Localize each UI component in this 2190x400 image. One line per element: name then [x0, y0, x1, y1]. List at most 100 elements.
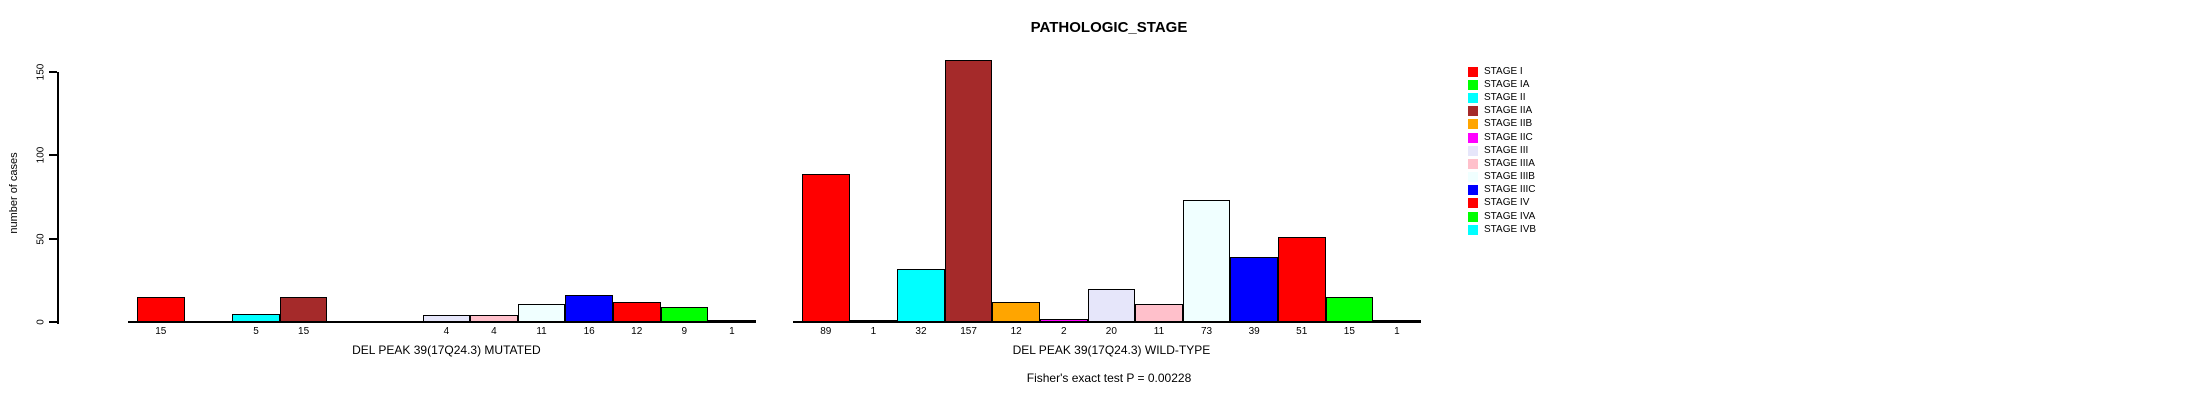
y-tick-mark [49, 237, 57, 240]
bar-count-label: 1 [1394, 326, 1400, 337]
legend-label: STAGE IIC [1484, 131, 1533, 143]
bar-slot [1135, 72, 1183, 322]
y-tick-label: 150 [35, 63, 47, 81]
bar-count-label: 15 [1343, 326, 1355, 337]
bar-stage-iv [1277, 237, 1326, 322]
bar-count-label: 12 [1010, 326, 1022, 337]
bar-count-label: 12 [631, 326, 643, 337]
bar-count-label [185, 326, 233, 338]
legend-item: STAGE I [1468, 65, 1536, 78]
legend-label: STAGE IIIA [1484, 157, 1535, 169]
bar-stage-iiic [565, 295, 613, 322]
x-axis-baseline [128, 321, 756, 323]
y-axis-line [57, 72, 59, 324]
legend-item: STAGE IIB [1468, 118, 1536, 131]
bar-slot [565, 72, 613, 322]
bar-slot [849, 72, 898, 322]
bar-group [802, 60, 1421, 322]
bar-slot [802, 72, 850, 322]
y-tick-label: 50 [35, 233, 47, 245]
bar-count-label: 4 [491, 326, 497, 337]
legend-color-swatch [1468, 66, 1478, 77]
bar-count-label: 15 [298, 326, 310, 337]
bar-count-label: 89 [820, 326, 832, 337]
legend-label: STAGE IA [1484, 78, 1530, 90]
legend-item: STAGE IIC [1468, 131, 1536, 144]
bar-stage-iv [612, 302, 661, 322]
bar-count-label: 157 [960, 326, 977, 337]
bar-count-label: 20 [1105, 326, 1117, 337]
x-axis-baseline [793, 321, 1421, 323]
y-tick-label: 0 [35, 319, 47, 325]
bar-stage-iiib [1182, 200, 1231, 322]
bar-group [137, 72, 756, 322]
legend-label: STAGE I [1484, 65, 1523, 77]
bar-count-label [375, 326, 423, 338]
legend-label: STAGE IV [1484, 197, 1530, 209]
bar-stage-iic [1039, 319, 1088, 322]
bar-stage-iia [279, 297, 328, 322]
legend-label: STAGE IIIB [1484, 171, 1535, 183]
legend-item: STAGE IIIA [1468, 157, 1536, 170]
y-axis-label: number of cases [8, 152, 20, 234]
legend-item: STAGE IA [1468, 78, 1536, 91]
bar-slot [1277, 72, 1326, 322]
bar-stage-iii [422, 315, 471, 322]
legend-color-swatch [1468, 132, 1478, 143]
legend-label: STAGE IVB [1484, 223, 1537, 235]
legend-item: STAGE II [1468, 91, 1536, 104]
bar-slot [992, 72, 1040, 322]
x-axis-group-label: DEL PEAK 39(17Q24.3) WILD-TYPE [1012, 343, 1211, 357]
legend-color-swatch [1468, 106, 1478, 117]
bar-slot [185, 72, 233, 322]
bar-count-label: 1 [870, 326, 877, 337]
bar-stage-iii [1087, 289, 1136, 322]
legend-color-swatch [1468, 224, 1478, 235]
bar-stage-i [137, 297, 185, 322]
legend-label: STAGE IIA [1484, 105, 1533, 117]
bar-slot [612, 72, 661, 322]
bar-count-label: 2 [1060, 326, 1067, 337]
legend-color-swatch [1468, 79, 1478, 90]
bar-count-label: 15 [155, 326, 167, 337]
bar-stage-iia [944, 60, 993, 322]
bar-stage-i [802, 174, 850, 322]
legend-color-swatch [1468, 185, 1478, 196]
bar-slot [1182, 72, 1231, 322]
bar-count-label: 16 [583, 326, 595, 337]
bar-slot [1230, 72, 1278, 322]
legend-color-swatch [1468, 211, 1478, 222]
bar-count-labels: 89 1 32 157 12 2 20 11 73 39 51 15 1 [802, 326, 1421, 338]
legend-label: STAGE IIB [1484, 118, 1533, 130]
legend-label: STAGE III [1484, 144, 1529, 156]
bar-stage-ii [232, 314, 280, 322]
legend-item: STAGE IV [1468, 197, 1536, 210]
bar-stage-iva [1325, 297, 1374, 322]
bar-slot [944, 60, 993, 322]
legend-item: STAGE IIIC [1468, 184, 1536, 197]
legend-label: STAGE IVA [1484, 210, 1536, 222]
bar-count-label: 11 [1153, 326, 1165, 337]
bar-slot [517, 72, 566, 322]
legend-item: STAGE IIIB [1468, 171, 1536, 184]
bar-count-label: 51 [1296, 326, 1308, 337]
legend-color-swatch [1468, 119, 1478, 130]
legend-label: STAGE IIIC [1484, 184, 1536, 196]
legend-color-swatch [1468, 172, 1478, 183]
y-tick-mark [49, 154, 57, 157]
bar-slot [708, 72, 756, 322]
bar-slot [137, 72, 185, 322]
legend-color-swatch [1468, 158, 1478, 169]
bar-slot [327, 72, 375, 322]
bar-slot [660, 72, 709, 322]
x-axis-group-label: DEL PEAK 39(17Q24.3) MUTATED [352, 343, 541, 357]
bar-count-label: 5 [253, 326, 259, 337]
bar-stage-iiia [470, 315, 518, 322]
y-tick-mark [49, 71, 57, 73]
legend-item: STAGE IVA [1468, 210, 1536, 223]
bar-count-labels: 15 5 15 4 4 11 16 12 9 1 [137, 326, 756, 338]
chart-title: PATHOLOGIC_STAGE [1030, 19, 1188, 36]
bar-stage-iiib [517, 304, 566, 322]
bar-stage-ii [897, 269, 945, 322]
bar-slot [1373, 72, 1421, 322]
